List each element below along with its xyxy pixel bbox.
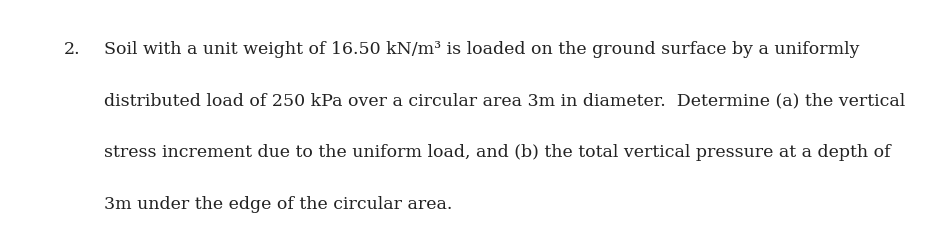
Text: Soil with a unit weight of 16.50 kN/m³ is loaded on the ground surface by a unif: Soil with a unit weight of 16.50 kN/m³ i…	[104, 41, 858, 58]
Text: 2.: 2.	[64, 41, 81, 58]
Text: stress increment due to the uniform load, and (b) the total vertical pressure at: stress increment due to the uniform load…	[104, 144, 889, 161]
Text: distributed load of 250 kPa over a circular area 3m in diameter.  Determine (a) : distributed load of 250 kPa over a circu…	[104, 92, 904, 109]
Text: 3m under the edge of the circular area.: 3m under the edge of the circular area.	[104, 196, 452, 213]
